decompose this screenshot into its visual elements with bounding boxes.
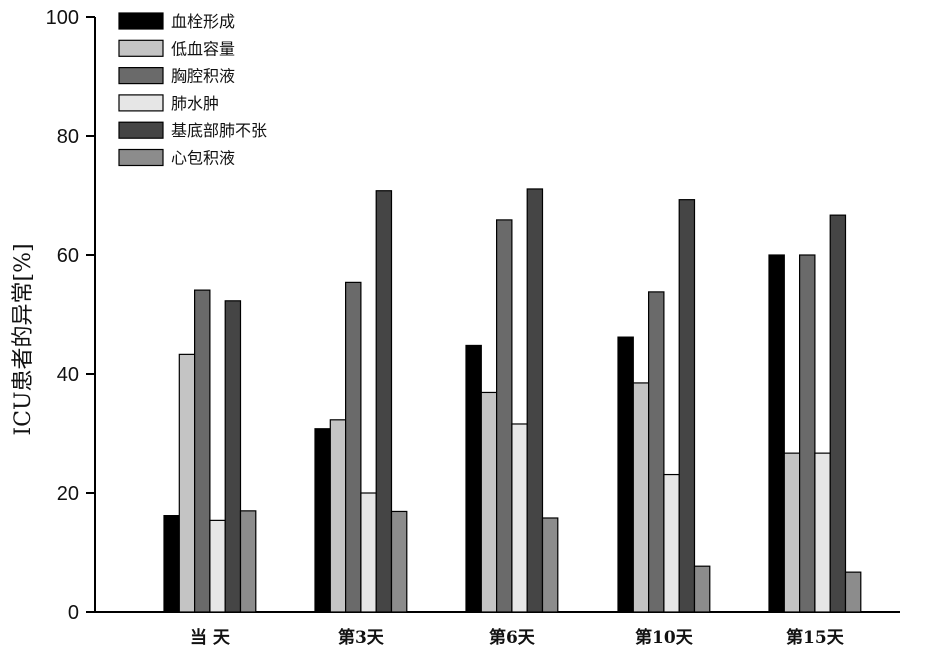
x-tick-label: 第3天 <box>338 627 385 648</box>
x-tick-label: 当 天 <box>190 627 231 648</box>
y-tick-label: 20 <box>57 483 79 505</box>
legend-item: 心包积液 <box>118 148 235 168</box>
legend-swatch <box>118 12 164 30</box>
legend-swatch <box>118 39 164 57</box>
bar <box>329 419 347 613</box>
legend-item: 基底部肺不张 <box>118 121 267 140</box>
legend-item: 血栓形成 <box>118 12 235 31</box>
bar <box>814 452 831 613</box>
legend-label: 胸腔积液 <box>171 67 235 86</box>
bar-group <box>163 289 257 613</box>
bar <box>798 254 816 613</box>
x-axis: 当 天 第3天 第6天 第10天 第15天 <box>95 611 900 648</box>
legend-label: 心包积液 <box>171 149 235 168</box>
legend-swatch <box>118 121 164 139</box>
bar-group <box>617 199 711 613</box>
legend-label: 肺水肿 <box>171 94 219 113</box>
bar <box>678 199 696 613</box>
y-tick-label: 0 <box>68 602 79 624</box>
bar <box>632 382 650 613</box>
x-tick-label: 第10天 <box>635 627 694 648</box>
legend-swatch <box>118 148 164 167</box>
bar <box>345 281 362 613</box>
bar <box>647 291 665 613</box>
legend-label: 基底部肺不张 <box>171 121 267 140</box>
bar <box>178 353 196 613</box>
bar <box>480 391 498 613</box>
bar <box>663 473 680 613</box>
bar <box>239 510 257 613</box>
bar <box>209 519 226 613</box>
y-axis-title: ICU患者的异常[%] <box>11 243 36 435</box>
legend-item: 低血容量 <box>118 39 235 58</box>
bar <box>617 336 634 613</box>
bar <box>314 428 331 613</box>
bar <box>465 344 482 613</box>
bar <box>194 289 211 613</box>
bar-group <box>314 190 408 613</box>
bar <box>496 219 513 613</box>
legend-label: 低血容量 <box>171 39 235 58</box>
bar <box>844 571 862 613</box>
bar <box>390 510 408 613</box>
y-tick-label: 40 <box>57 364 79 386</box>
bar <box>360 492 377 613</box>
bars <box>163 188 862 613</box>
legend-item: 肺水肿 <box>118 94 219 113</box>
bar <box>526 188 544 613</box>
bar <box>693 565 711 613</box>
bar-group <box>768 214 862 613</box>
bar <box>163 515 180 613</box>
bar <box>829 214 847 613</box>
bar <box>783 452 801 613</box>
y-tick-label: 80 <box>57 126 79 148</box>
legend-label: 血栓形成 <box>171 12 235 31</box>
legend-item: 胸腔积液 <box>118 66 235 86</box>
bar <box>768 254 785 613</box>
bar <box>375 190 393 613</box>
y-axis: 0 20 40 60 80 100 <box>46 7 96 624</box>
legend-swatch <box>118 94 164 112</box>
y-tick-label: 100 <box>46 7 79 29</box>
x-tick-label: 第15天 <box>786 627 845 648</box>
bar <box>511 423 528 613</box>
bar-group <box>465 188 559 613</box>
y-tick-label: 60 <box>57 245 79 267</box>
bar <box>224 300 242 613</box>
x-tick-label: 第6天 <box>489 627 536 648</box>
legend-swatch <box>118 66 164 85</box>
bar <box>541 517 559 613</box>
